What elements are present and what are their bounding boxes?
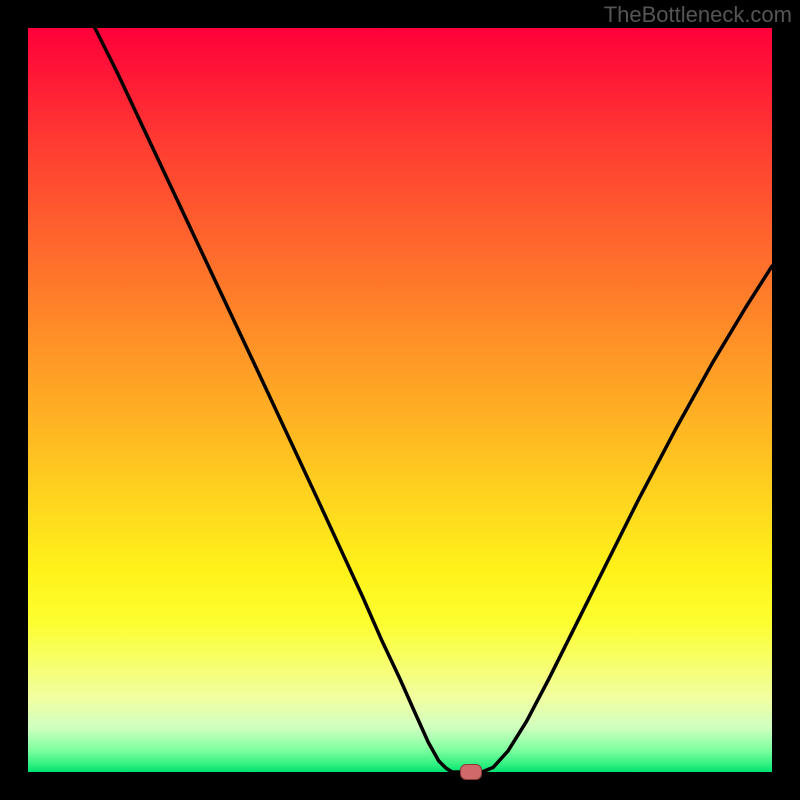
- minimum-marker: [460, 764, 482, 780]
- chart-container: TheBottleneck.com: [0, 0, 800, 800]
- bottleneck-curve: [95, 28, 772, 772]
- curve-svg: [0, 0, 800, 800]
- watermark-text: TheBottleneck.com: [604, 2, 792, 28]
